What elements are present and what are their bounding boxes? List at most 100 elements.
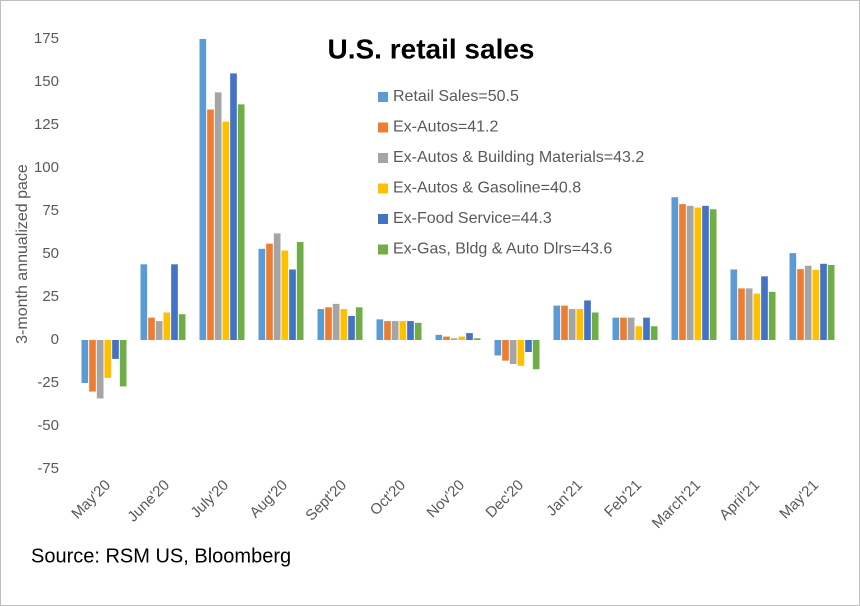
bar: [561, 305, 568, 340]
x-tick-label: Feb'21: [601, 477, 645, 521]
bar: [525, 340, 532, 353]
bar: [237, 104, 245, 340]
bar: [273, 233, 281, 340]
y-tick-label: -75: [37, 460, 59, 477]
x-tick-label: Jan'21: [543, 477, 586, 520]
bar: [643, 317, 650, 340]
x-tick-label: Oct'20: [367, 477, 409, 519]
bar: [163, 312, 171, 340]
bar: [797, 269, 804, 340]
y-tick-label: -25: [37, 374, 59, 391]
bar: [620, 317, 627, 340]
bar: [148, 317, 155, 340]
x-tick-label: Nov'20: [423, 477, 468, 522]
bar: [576, 309, 584, 340]
bar: [258, 248, 266, 340]
y-tick-label: 25: [42, 288, 59, 305]
bar: [768, 291, 776, 340]
x-tick-label: Aug'20: [246, 477, 291, 522]
y-tick-label: 75: [42, 202, 59, 219]
legend-label: Ex-Gas, Bldg & Auto Dlrs=43.6: [393, 241, 612, 258]
bar: [745, 288, 753, 340]
bar: [407, 321, 414, 340]
bar: [384, 321, 391, 340]
bar: [694, 207, 702, 340]
legend-swatch: [378, 92, 388, 102]
bar: [679, 204, 686, 340]
bar: [281, 250, 289, 340]
bar: [96, 340, 104, 399]
y-tick-label: 0: [51, 331, 59, 348]
bar: [671, 197, 679, 340]
bar: [414, 322, 422, 340]
bar: [709, 209, 717, 340]
bar: [399, 321, 407, 340]
bar: [827, 265, 835, 340]
bar: [494, 340, 502, 356]
bar: [553, 305, 561, 340]
bar: [517, 340, 525, 366]
bar: [761, 276, 768, 340]
bar: [296, 241, 304, 340]
bar: [509, 340, 517, 365]
y-axis-title: 3-month annualized pace: [14, 164, 31, 344]
x-tick-label: June'20: [124, 477, 173, 526]
x-tick-label: March'21: [649, 477, 704, 532]
chart-title: U.S. retail sales: [327, 33, 534, 64]
bar: [391, 321, 399, 340]
bar: [789, 253, 797, 340]
bar: [104, 340, 112, 378]
x-tick-label: July'20: [187, 477, 232, 522]
bar: [568, 309, 576, 340]
bar: [266, 243, 273, 340]
bar: [612, 317, 620, 340]
bar: [155, 321, 163, 340]
bar: [532, 340, 540, 370]
legend-swatch: [378, 183, 388, 194]
bar: [89, 340, 96, 392]
x-tick-label: Dec'20: [482, 477, 527, 522]
legend-swatch: [378, 122, 388, 133]
bar: [812, 269, 820, 340]
x-tick-label: May'20: [68, 477, 114, 523]
bar: [171, 264, 178, 340]
legend-swatch: [378, 214, 388, 224]
bar: [355, 307, 363, 340]
bar: [340, 309, 348, 340]
y-tick-label: 100: [34, 159, 59, 176]
bar: [81, 340, 89, 383]
bar: [332, 303, 340, 340]
x-tick-label: Sept'20: [302, 477, 350, 525]
bar: [635, 326, 643, 340]
legend-label: Ex-Autos=41.2: [393, 119, 499, 136]
legend-label: Ex-Food Service=44.3: [393, 210, 552, 227]
bar: [686, 205, 694, 340]
bar: [289, 269, 296, 340]
source-note: Source: RSM US, Bloomberg: [31, 545, 291, 567]
bar: [804, 265, 812, 340]
legend-swatch: [378, 244, 388, 255]
legend-label: Ex-Autos & Building Materials=43.2: [393, 149, 644, 166]
bar: [317, 309, 325, 340]
bar: [584, 300, 591, 340]
bar: [650, 326, 658, 340]
bar: [502, 340, 509, 361]
y-tick-label: 125: [34, 116, 59, 133]
y-tick-label: 175: [34, 30, 59, 47]
bar: [112, 340, 119, 359]
legend-label: Ex-Autos & Gasoline=40.8: [393, 180, 581, 197]
legend-label: Retail Sales=50.5: [393, 88, 519, 105]
bar: [753, 293, 761, 340]
bar: [466, 333, 473, 340]
y-tick-label: 150: [34, 73, 59, 90]
bar: [627, 317, 635, 340]
bar: [591, 312, 599, 340]
bar: [119, 340, 127, 387]
bar: [730, 269, 738, 340]
bar: [702, 205, 709, 340]
bar: [140, 264, 148, 340]
bar: [473, 338, 481, 340]
y-tick-label: -50: [37, 417, 59, 434]
